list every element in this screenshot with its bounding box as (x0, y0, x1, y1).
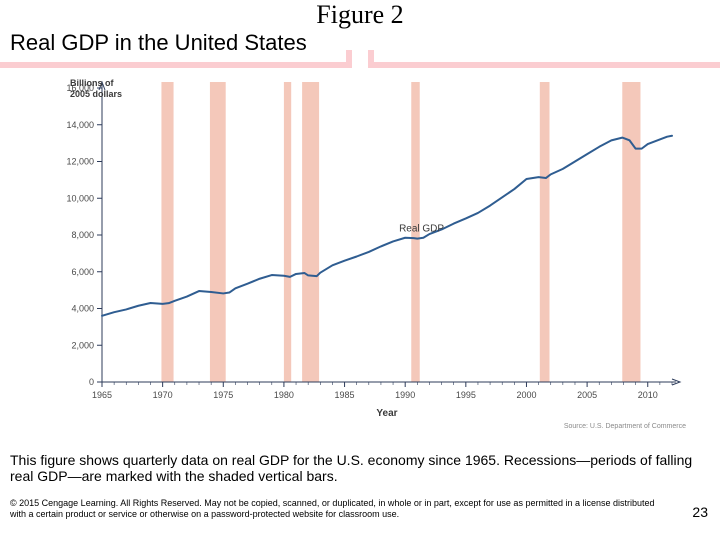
recession-bar (540, 82, 550, 382)
header: Figure 2 Real GDP in the United States (0, 0, 720, 68)
svg-text:1995: 1995 (456, 390, 476, 400)
figure-subtitle: Real GDP in the United States (10, 30, 307, 56)
recession-bar (161, 82, 173, 382)
chart-source: Source: U.S. Department of Commerce (564, 423, 686, 430)
svg-text:2005: 2005 (577, 390, 597, 400)
svg-text:4,000: 4,000 (71, 304, 94, 314)
svg-text:1975: 1975 (213, 390, 233, 400)
figure-caption: This figure shows quarterly data on real… (10, 452, 710, 484)
recession-bar (210, 82, 226, 382)
svg-text:2010: 2010 (638, 390, 658, 400)
series-label: Real GDP (399, 223, 444, 234)
svg-text:12,000: 12,000 (66, 157, 94, 167)
svg-text:1985: 1985 (335, 390, 355, 400)
recession-bar (284, 82, 291, 382)
svg-text:Year: Year (376, 408, 397, 419)
svg-text:2000: 2000 (516, 390, 536, 400)
svg-text:8,000: 8,000 (71, 230, 94, 240)
bracket-divider (0, 62, 720, 74)
svg-text:0: 0 (89, 377, 94, 387)
svg-text:2005 dollars: 2005 dollars (70, 89, 122, 99)
figure-title: Figure 2 (0, 0, 720, 30)
svg-text:1990: 1990 (395, 390, 415, 400)
svg-text:10,000: 10,000 (66, 193, 94, 203)
svg-text:2,000: 2,000 (71, 340, 94, 350)
gdp-chart: 0 2,000 4,000 6,000 8,000 10,000 12,000 14,000 1… (40, 74, 690, 434)
recession-bar (302, 82, 319, 382)
svg-text:1965: 1965 (92, 390, 112, 400)
page: Figure 2 Real GDP in the United States 0… (0, 0, 720, 540)
page-number: 23 (692, 504, 708, 520)
copyright-text: © 2015 Cengage Learning. All Rights Rese… (10, 498, 670, 520)
svg-text:Billions of: Billions of (70, 78, 115, 88)
svg-text:1980: 1980 (274, 390, 294, 400)
svg-text:14,000: 14,000 (66, 120, 94, 130)
svg-text:1970: 1970 (153, 390, 173, 400)
recession-bar (622, 82, 640, 382)
svg-text:6,000: 6,000 (71, 267, 94, 277)
